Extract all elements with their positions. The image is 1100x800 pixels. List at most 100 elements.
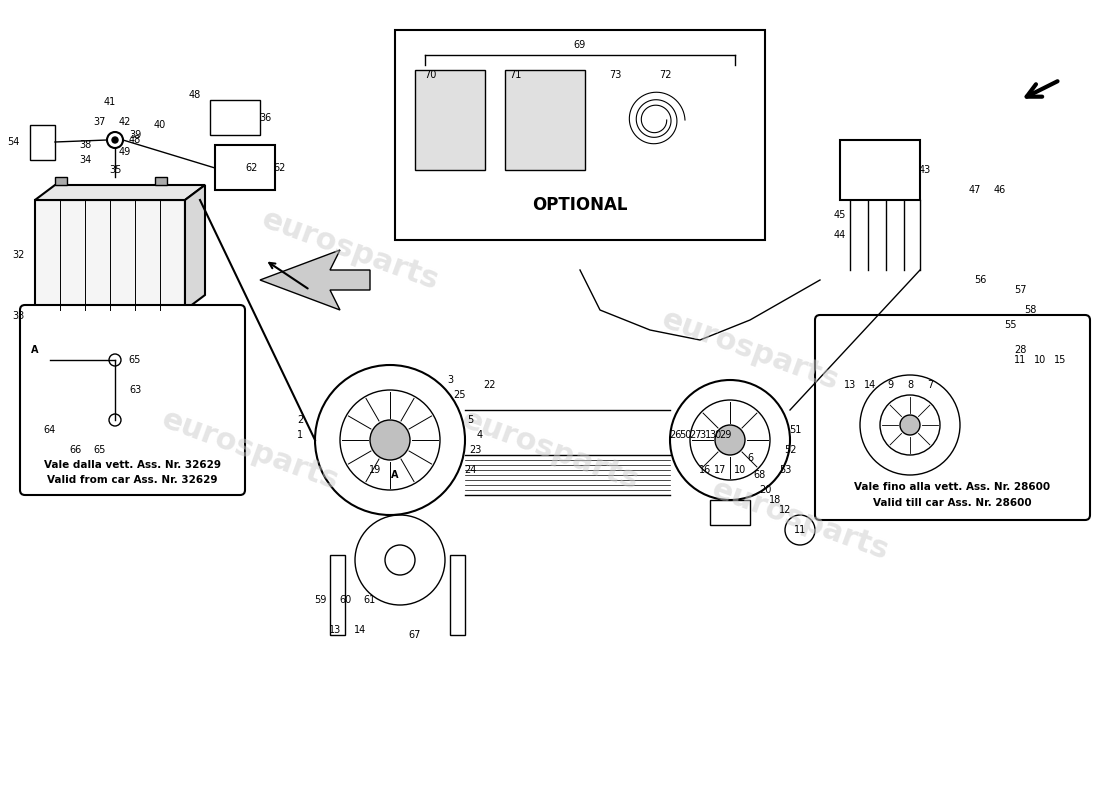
- Text: 50: 50: [679, 430, 691, 440]
- Text: 44: 44: [834, 230, 846, 240]
- Text: 48: 48: [129, 135, 141, 145]
- Text: 66: 66: [69, 445, 81, 455]
- Text: 27: 27: [689, 430, 702, 440]
- Text: 1: 1: [297, 430, 304, 440]
- Text: 36: 36: [258, 113, 271, 123]
- Text: 52: 52: [783, 445, 796, 455]
- Text: 33: 33: [13, 311, 25, 321]
- Text: 14: 14: [864, 380, 876, 390]
- Text: OPTIONAL: OPTIONAL: [532, 196, 628, 214]
- Text: 2: 2: [297, 415, 304, 425]
- Text: 19: 19: [368, 465, 381, 475]
- Text: 60: 60: [339, 595, 351, 605]
- Text: 22: 22: [484, 380, 496, 390]
- Bar: [505, 70, 585, 170]
- Text: eurosparts: eurosparts: [257, 205, 442, 295]
- Text: 35: 35: [109, 165, 121, 175]
- Bar: [210, 100, 260, 135]
- Text: 15: 15: [1054, 355, 1066, 365]
- Text: Vale dalla vett. Ass. Nr. 32629: Vale dalla vett. Ass. Nr. 32629: [44, 460, 220, 470]
- Text: 53: 53: [779, 465, 791, 475]
- Text: 41: 41: [103, 97, 117, 107]
- Text: 65: 65: [129, 355, 141, 365]
- Bar: [415, 70, 485, 170]
- Text: eurosparts: eurosparts: [157, 405, 342, 495]
- Text: 58: 58: [1024, 305, 1036, 315]
- Text: 68: 68: [754, 470, 766, 480]
- Text: Valid from car Ass. Nr. 32629: Valid from car Ass. Nr. 32629: [46, 475, 218, 485]
- Bar: [35, 200, 185, 310]
- Circle shape: [112, 137, 118, 143]
- Text: 25: 25: [453, 390, 466, 400]
- Text: 42: 42: [119, 117, 131, 127]
- Text: 11: 11: [1014, 355, 1026, 365]
- Bar: [450, 555, 465, 635]
- Bar: [55, 177, 67, 185]
- Text: 71: 71: [509, 70, 521, 80]
- Text: 54: 54: [8, 137, 20, 147]
- Text: 28: 28: [1014, 345, 1026, 355]
- Text: 63: 63: [129, 385, 141, 395]
- Text: 57: 57: [1014, 285, 1026, 295]
- Text: eurosparts: eurosparts: [458, 405, 642, 495]
- Text: 59: 59: [314, 595, 327, 605]
- Text: 45: 45: [834, 210, 846, 220]
- Text: 23: 23: [469, 445, 481, 455]
- Text: eurosparts: eurosparts: [658, 305, 843, 395]
- Text: 55: 55: [1003, 320, 1016, 330]
- Text: 32: 32: [12, 250, 25, 260]
- Text: 30: 30: [708, 430, 722, 440]
- Text: 14: 14: [354, 625, 366, 635]
- Text: 61: 61: [364, 595, 376, 605]
- Text: 39: 39: [129, 130, 141, 140]
- Circle shape: [900, 415, 920, 435]
- Text: 10: 10: [734, 465, 746, 475]
- Text: 43: 43: [918, 165, 931, 175]
- Text: A: A: [31, 345, 38, 355]
- Text: eurosparts: eurosparts: [707, 474, 892, 566]
- Circle shape: [370, 420, 410, 460]
- Text: 13: 13: [329, 625, 341, 635]
- Bar: [25, 310, 200, 322]
- Text: 47: 47: [969, 185, 981, 195]
- Text: 3: 3: [447, 375, 453, 385]
- Text: 9: 9: [887, 380, 893, 390]
- Text: 6: 6: [747, 453, 754, 463]
- Text: 69: 69: [574, 40, 586, 50]
- Text: 34: 34: [79, 155, 91, 165]
- Text: 24: 24: [464, 465, 476, 475]
- FancyBboxPatch shape: [20, 305, 245, 495]
- Text: 7: 7: [927, 380, 933, 390]
- Text: 17: 17: [714, 465, 726, 475]
- Text: 40: 40: [154, 120, 166, 130]
- Polygon shape: [35, 185, 205, 200]
- Bar: [30, 125, 55, 160]
- Text: 10: 10: [1034, 355, 1046, 365]
- Text: 49: 49: [119, 147, 131, 157]
- Text: 67: 67: [409, 630, 421, 640]
- Text: 38: 38: [79, 140, 91, 150]
- Text: Valid till car Ass. Nr. 28600: Valid till car Ass. Nr. 28600: [872, 498, 1032, 508]
- Text: 13: 13: [844, 380, 856, 390]
- Text: 29: 29: [718, 430, 732, 440]
- Bar: [710, 500, 750, 525]
- Polygon shape: [185, 185, 205, 310]
- Text: 37: 37: [94, 117, 107, 127]
- Text: 62: 62: [274, 163, 286, 173]
- Polygon shape: [260, 250, 370, 310]
- Text: 12: 12: [779, 505, 791, 515]
- Text: 70: 70: [424, 70, 437, 80]
- Text: 73: 73: [608, 70, 622, 80]
- Text: Vale fino alla vett. Ass. Nr. 28600: Vale fino alla vett. Ass. Nr. 28600: [854, 482, 1050, 492]
- Text: 48: 48: [189, 90, 201, 100]
- Text: 20: 20: [759, 485, 771, 495]
- Text: 65: 65: [94, 445, 107, 455]
- Text: 46: 46: [994, 185, 1006, 195]
- Bar: [330, 555, 345, 635]
- Text: 8: 8: [906, 380, 913, 390]
- Text: 18: 18: [769, 495, 781, 505]
- Text: 62: 62: [245, 163, 257, 173]
- Bar: [395, 30, 764, 240]
- Bar: [214, 145, 275, 190]
- FancyBboxPatch shape: [815, 315, 1090, 520]
